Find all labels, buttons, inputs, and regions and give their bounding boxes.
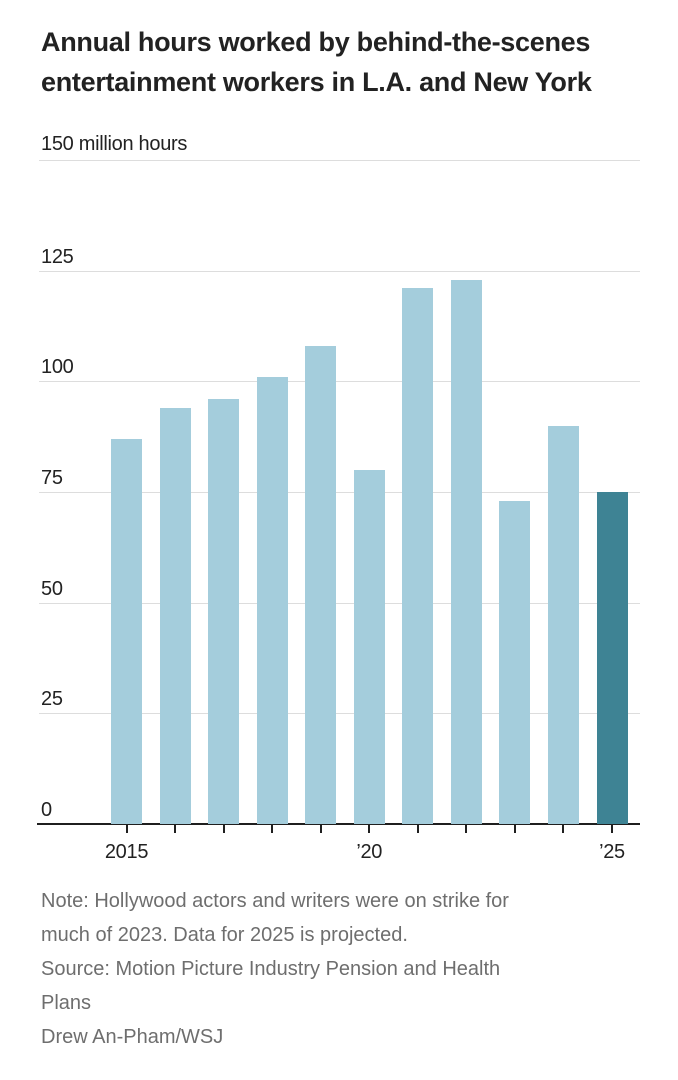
x-tick-2017 <box>222 825 225 833</box>
x-axis-label-2025: ’25 <box>599 841 625 863</box>
x-tick-2018 <box>271 825 274 833</box>
source-text: Source: Motion Picture Industry Pension … <box>41 958 501 1014</box>
y-tick-label-25: 25 <box>41 688 63 710</box>
x-tick-2019 <box>319 825 322 833</box>
bar-2015 <box>111 438 142 824</box>
bar-2016 <box>159 407 191 824</box>
x-tick-2025 <box>611 825 613 833</box>
bar-2019 <box>305 345 337 824</box>
bar-2023 <box>499 500 531 824</box>
x-axis-label-2020: ’20 <box>356 841 383 863</box>
bar-2017 <box>208 399 240 824</box>
gridline-100 <box>39 381 640 382</box>
bar-2021 <box>402 288 434 824</box>
y-tick-label-125: 125 <box>41 246 74 268</box>
y-axis-unit-label: 150 million hours <box>41 133 188 155</box>
x-axis-label-2015: 2015 <box>104 841 149 863</box>
x-tick-2016 <box>174 825 177 833</box>
y-tick-label-75: 75 <box>41 467 63 489</box>
x-tick-2022 <box>465 825 468 833</box>
gridline-75 <box>39 492 640 493</box>
bar-chart-plot: 0 25 50 75 100 125 2015 ’20 ’25 <box>0 120 678 888</box>
y-tick-label-100: 100 <box>41 356 74 378</box>
chart-footnotes: Note: Hollywood actors and writers were … <box>41 884 647 1054</box>
x-tick-2023 <box>513 825 516 833</box>
chart-title: Annual hours worked by behind-the-scenes… <box>41 22 661 102</box>
chart-title-line2: entertainment workers in L.A. and New Yo… <box>41 67 592 97</box>
note-text: Note: Hollywood actors and writers were … <box>41 890 509 946</box>
y-tick-label-0: 0 <box>41 799 52 821</box>
gridline-25 <box>39 713 640 714</box>
bar-2020 <box>353 469 385 824</box>
gridline-125 <box>39 271 640 272</box>
x-tick-2020 <box>368 825 371 833</box>
x-tick-2015 <box>125 825 128 833</box>
bar-2018 <box>256 376 288 824</box>
y-tick-label-50: 50 <box>41 578 63 600</box>
x-tick-2024 <box>562 825 565 833</box>
bar-2024 <box>547 425 579 824</box>
x-tick-2021 <box>416 825 419 833</box>
gridline-150 <box>39 160 640 161</box>
chart-title-line1: Annual hours worked by behind-the-scenes <box>41 27 591 57</box>
x-axis-line <box>37 823 640 825</box>
bar-2022 <box>450 279 482 824</box>
credit-text: Drew An-Pham/WSJ <box>41 1026 224 1048</box>
bar-2025 <box>596 492 628 824</box>
gridline-50 <box>39 603 640 604</box>
